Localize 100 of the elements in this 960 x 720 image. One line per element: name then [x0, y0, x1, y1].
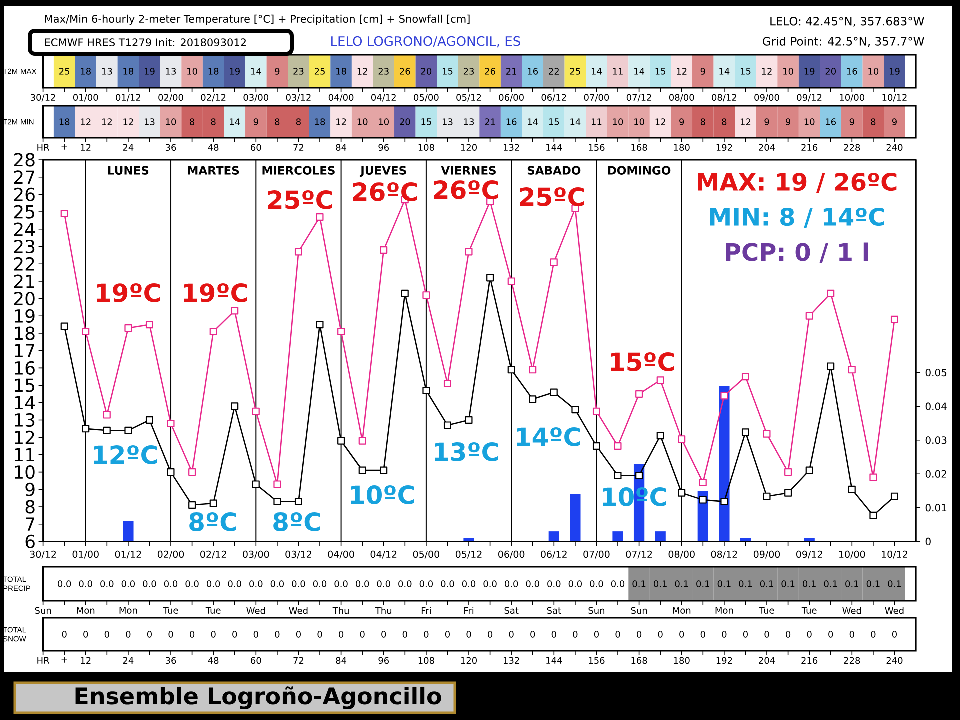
x-tick-label: 156 [589, 657, 605, 664]
data-label: 0 [658, 631, 663, 638]
x-tick-label: Wed [885, 607, 904, 614]
data-label: 0 [573, 631, 578, 638]
data-label: 0.0 [122, 580, 135, 588]
annotation: 8ºC [274, 512, 320, 532]
x-tick-label: 02/00 [158, 550, 184, 559]
x-tick-label: 180 [674, 657, 690, 664]
point [848, 366, 856, 374]
y-tick-label: 22 [14, 257, 34, 271]
data-label: 13 [442, 118, 453, 126]
data-label: 0.0 [505, 580, 518, 588]
data-label: 19 [144, 68, 155, 75]
x-tick-label: 96 [378, 144, 390, 152]
x-tick-label: Sat [504, 607, 519, 614]
x-tick-label: 03/00 [243, 550, 270, 559]
bar [570, 494, 581, 542]
data-label: 0 [594, 631, 599, 638]
data-label: 15 [656, 68, 666, 75]
point [231, 307, 239, 315]
data-label: 0.0 [484, 580, 497, 588]
data-label: 21 [485, 118, 496, 126]
x-tick-label: 09/00 [754, 94, 780, 102]
data-label: 18 [81, 68, 91, 75]
x-tick-label: 180 [674, 144, 690, 152]
y-tick-label: 15 [15, 378, 34, 392]
data-label: 0 [807, 631, 812, 638]
chart-title: Max/Min 6-hourly 2-meter Temperature [°C] + Precipitation [cm] + Snowfall [cm] [45, 14, 470, 26]
x-tick-label: 60 [251, 657, 262, 664]
x-tick-label: 216 [802, 144, 818, 152]
data-label: 0 [445, 631, 450, 638]
point [699, 496, 707, 504]
x-tick-label: Thu [375, 607, 392, 614]
data-label: 15 [740, 68, 751, 75]
point [572, 406, 580, 414]
x-tick-label: 72 [294, 657, 304, 664]
point [274, 480, 282, 488]
data-label: 0.1 [782, 580, 795, 588]
x-tick-label: 108 [418, 144, 434, 152]
annotation: 10ºC [351, 486, 414, 504]
x-tick-label: 36 [166, 144, 176, 152]
point [103, 411, 111, 419]
point [103, 426, 111, 434]
x-tick-label: 04/12 [371, 94, 396, 102]
point [358, 466, 366, 474]
data-label: 0 [190, 631, 195, 638]
point [294, 498, 302, 506]
x-tick-label: 168 [632, 144, 648, 152]
y-tick-label: 6 [26, 534, 35, 548]
y-tick-label: 23 [14, 240, 35, 254]
y-tick-label: 16 [15, 361, 35, 375]
x-tick-label: 132 [504, 144, 520, 152]
data-label: 23 [294, 68, 304, 75]
data-label: 0.1 [718, 580, 731, 588]
data-label: 9 [700, 68, 706, 75]
point [720, 392, 728, 400]
point [592, 408, 600, 416]
data-label: 0.0 [228, 580, 242, 588]
point [124, 426, 132, 434]
point [422, 292, 430, 300]
point [188, 468, 196, 476]
x-tick-label: 05/12 [456, 550, 482, 559]
x-tick-label: Wed [246, 607, 266, 614]
x-tick-label: 216 [802, 657, 818, 664]
point [210, 500, 218, 508]
data-label: 9 [786, 118, 791, 126]
point [614, 442, 622, 450]
data-label: 0.0 [270, 580, 284, 588]
point [806, 466, 814, 474]
point [380, 466, 388, 474]
x-tick-label: 06/12 [542, 94, 566, 102]
data-label: 0.0 [207, 580, 220, 588]
data-label: 0 [382, 631, 386, 638]
point [231, 402, 239, 410]
x-tick-label: 192 [716, 144, 732, 152]
ref-line-label: MARTES [188, 166, 240, 175]
text: LELO: 42.45°N, 357.683°W [770, 17, 924, 27]
point [486, 274, 494, 282]
data-label: 9 [764, 118, 770, 126]
bar [719, 386, 730, 542]
point [827, 362, 835, 370]
point [294, 248, 302, 256]
x-tick-label: 156 [589, 144, 605, 152]
data-label: 0 [892, 631, 897, 638]
data-label: 25 [314, 68, 325, 75]
ref-line-label: JUEVES [360, 166, 406, 178]
point [636, 472, 644, 480]
data-label: 12 [336, 118, 346, 126]
y-tick-label: 13 [15, 413, 35, 428]
data-label: 0 [62, 631, 67, 638]
bar [612, 532, 624, 542]
point [82, 425, 90, 433]
data-label: 13 [102, 68, 112, 75]
y-tick-label: 14 [15, 396, 36, 410]
text: Grid Point: 42.5°N, 357.7°W [763, 36, 924, 48]
y-tick-label: 19 [15, 309, 35, 323]
point [870, 512, 878, 520]
data-label: 0 [700, 631, 706, 638]
x-tick-label: 240 [886, 144, 903, 152]
data-label: 0 [147, 631, 152, 638]
